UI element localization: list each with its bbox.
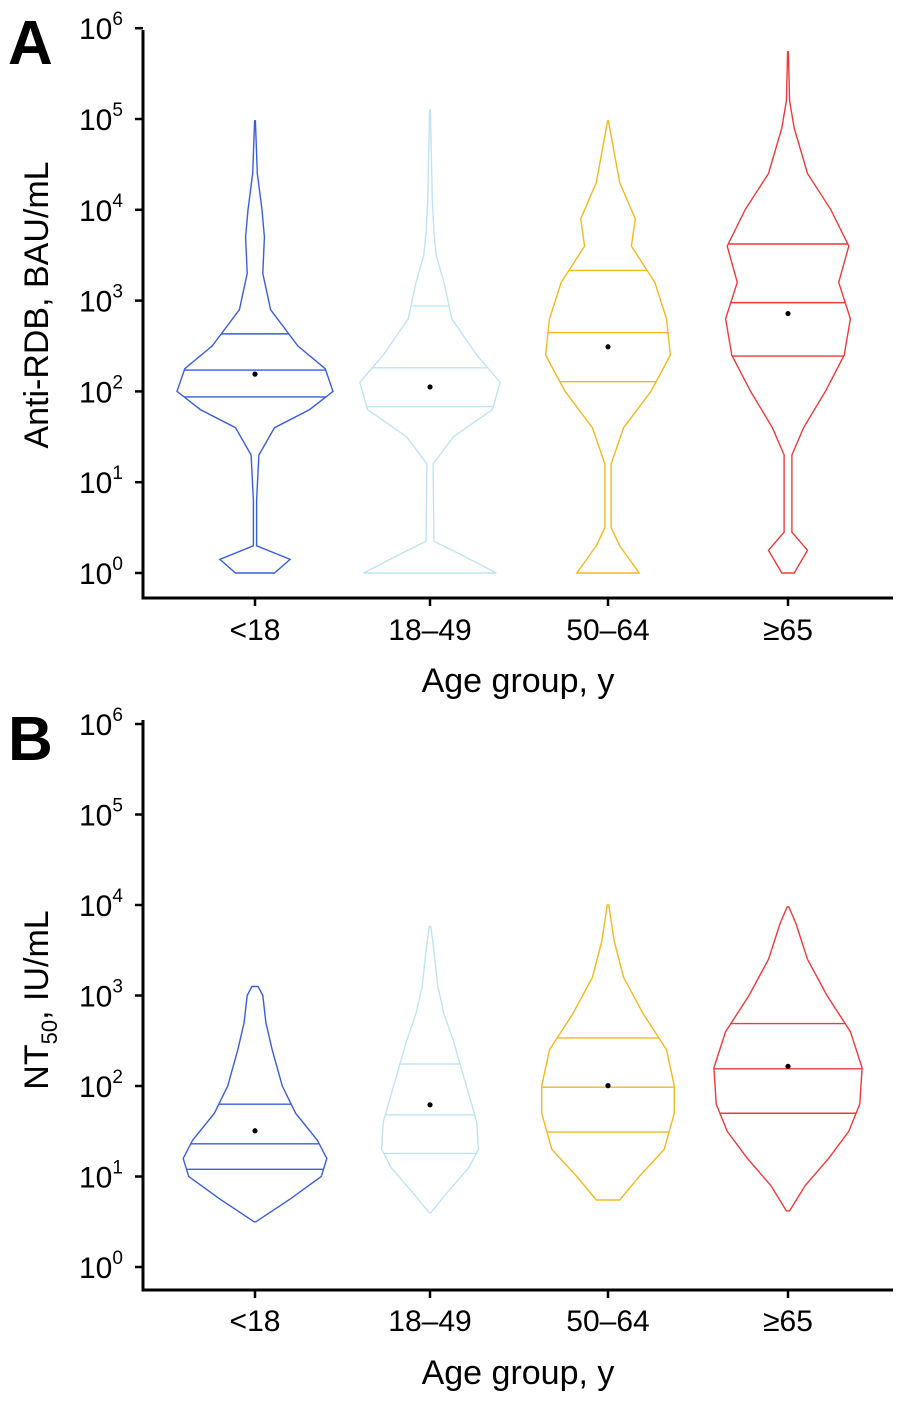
panel-b-violin-18 [182,985,328,1223]
panel-b-y-tick-label: 101 [79,1158,123,1195]
panel-a-x-tick-label: ≥65 [763,614,813,647]
panel-b-y-tick-label: 106 [79,705,123,742]
panel-a-label: A [8,9,53,78]
panel-b-x-tick-label: 50–64 [566,1305,649,1338]
panel-b-y-ticks: 100 101 102 103 104 105 106 [79,705,143,1285]
panel-b-y-tick-label: 104 [79,886,123,923]
panel-b-violin-65 [713,906,863,1212]
panel-a-y-tick-label: 104 [79,191,123,228]
panel-b-y-label-subscript: 50 [37,1020,62,1044]
panel-b-mean-point [427,1102,433,1108]
panel-a-x-axis-label: Age group, y [422,662,615,700]
panel-b-mean-point [785,1063,791,1069]
panel-b-y-label-main: NT [18,1044,56,1089]
panel-b-y-label-tail: , IU/mL [18,910,56,1020]
panel-a-y-tick-label: 102 [79,372,123,409]
panel-a-y-axis-label: Anti-RDB, BAU/mL [18,161,56,448]
panel-b-y-tick-label: 102 [79,1067,123,1104]
panel-b-x-tick-label: <18 [230,1305,281,1338]
panel-a-violins [176,51,852,574]
panel-b-y-tick-label: 105 [79,796,123,833]
panel-a-x-tick-label: 18–49 [388,614,471,647]
panel-b-x-ticks: <18 18–49 50–64 ≥65 [230,1290,813,1338]
panel-b-violin-50-64 [541,904,675,1201]
panel-a-y-tick-label: 101 [79,463,123,500]
panel-b-y-tick-label: 100 [79,1248,123,1285]
panel-a-mean-point [605,344,611,350]
panel-a-y-tick-label: 105 [79,100,123,137]
panel-a-mean-point [785,310,791,317]
panel-b-x-tick-label: 18–49 [388,1305,471,1338]
panel-b-x-axis-label: Age group, y [422,1354,615,1392]
panel-a-violin-65 [724,51,852,574]
panel-b-y-axis-label: NT50, IU/mL [18,910,62,1089]
panel-b-x-tick-label: ≥65 [763,1305,813,1338]
panel-b-mean-point [605,1083,611,1089]
panel-b: B NT50, IU/mL 100 101 102 103 104 105 106 <18 1… [8,705,893,1392]
panel-a-y-ticks: 100 101 102 103 104 105 106 [79,9,143,591]
panel-a: A Anti-RDB, BAU/mL 100 101 102 103 104 105 106… [8,9,893,700]
panel-a-violin-18-49 [359,109,501,574]
panel-a-y-tick-label: 100 [79,554,123,591]
panel-b-violin-18-49 [380,926,480,1214]
panel-b-violins [182,904,863,1223]
panel-a-y-tick-label: 106 [79,9,123,46]
panel-a-x-tick-label: <18 [230,614,281,647]
panel-a-mean-point [427,384,433,390]
panel-b-mean-point [252,1128,258,1134]
panel-b-y-tick-label: 103 [79,977,123,1014]
panel-b-label: B [8,705,53,774]
panel-a-x-ticks: <18 18–49 50–64 ≥65 [230,598,813,647]
panel-a-violin-18 [176,120,334,574]
panel-a-y-tick-label: 103 [79,282,123,319]
panel-a-mean-point [252,371,258,377]
panel-a-violin-50-64 [544,120,672,574]
panel-a-x-tick-label: 50–64 [566,614,649,647]
